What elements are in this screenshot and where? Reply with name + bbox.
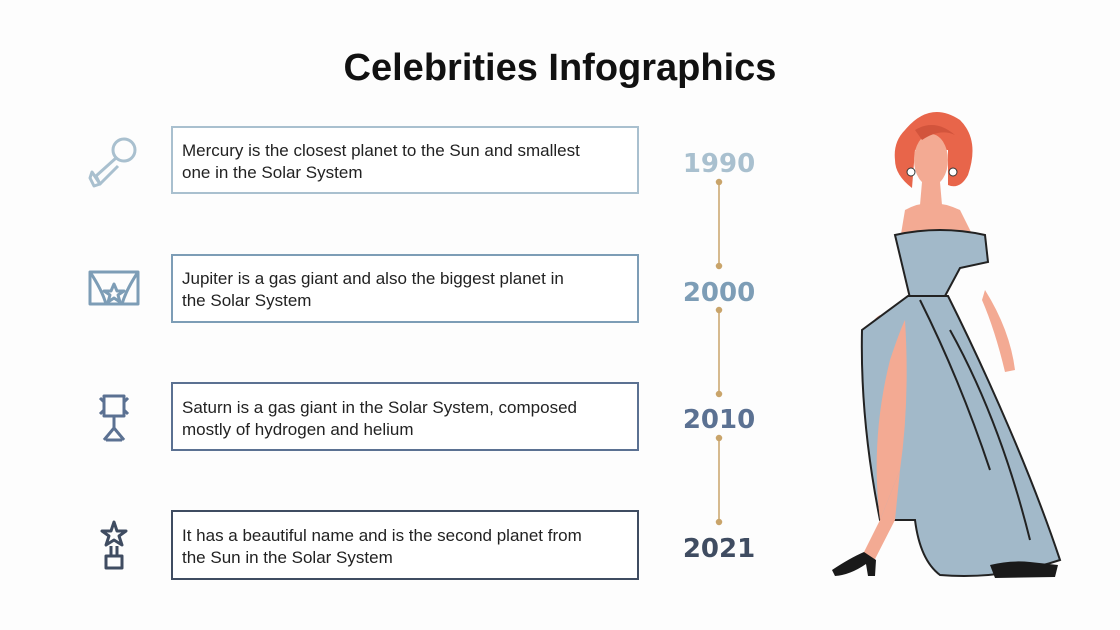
dot: [715, 178, 723, 186]
dot: [715, 390, 723, 398]
item-text: the Sun in the Solar System: [182, 548, 393, 567]
title: Celebrities Infographics: [344, 47, 777, 89]
item-text: It has a beautiful name and is the secon…: [182, 526, 582, 545]
dot: [715, 262, 723, 270]
year: 2000: [683, 278, 755, 308]
dot: [715, 434, 723, 442]
text-box: [171, 126, 639, 194]
year: 1990: [683, 149, 755, 179]
timeline: [715, 178, 723, 526]
dot: [715, 518, 723, 526]
year: 2021: [683, 534, 755, 564]
trophy-icon: [100, 520, 128, 570]
text-box: [171, 510, 639, 580]
item-text: mostly of hydrogen and helium: [182, 420, 414, 439]
item-text: one in the Solar System: [182, 163, 362, 182]
item-text: Mercury is the closest planet to the Sun…: [182, 141, 580, 160]
item-text: Jupiter is a gas giant and also the bigg…: [182, 269, 564, 288]
text-box: [171, 382, 639, 451]
dot: [715, 306, 723, 314]
item-text: the Solar System: [182, 291, 311, 310]
woman-illustration: [832, 112, 1062, 578]
microphone-icon: [88, 137, 137, 188]
text-box: [171, 254, 639, 323]
stage-icon: [88, 270, 140, 306]
year: 2010: [683, 405, 755, 435]
item-text: Saturn is a gas giant in the Solar Syste…: [182, 398, 577, 417]
spotlight-icon: [98, 394, 130, 442]
